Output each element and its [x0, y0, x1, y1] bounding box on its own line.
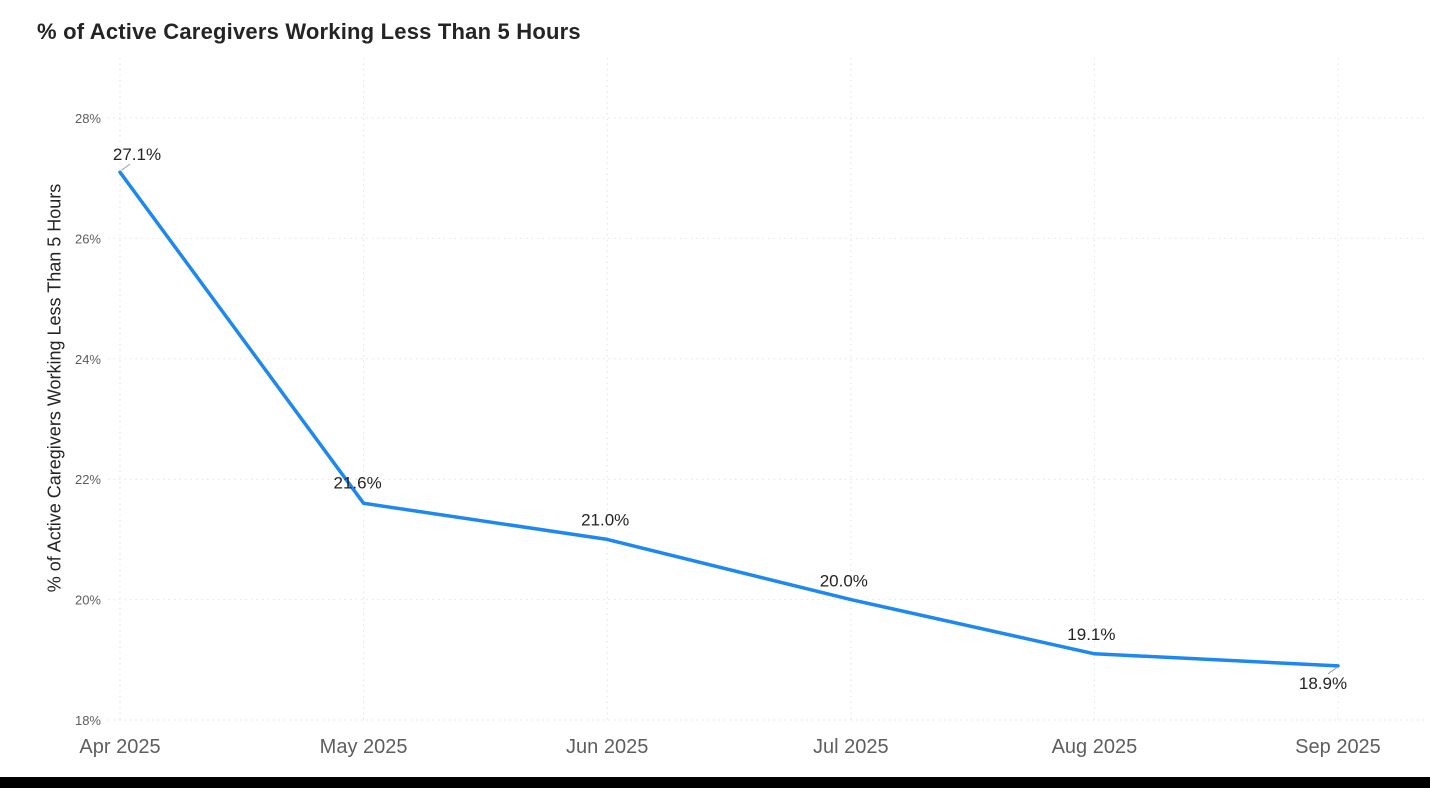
y-tick-label: 20% — [75, 593, 101, 608]
bottom-bar — [0, 777, 1430, 788]
data-label: 19.1% — [1067, 625, 1115, 644]
data-label: 20.0% — [820, 572, 868, 591]
x-tick-label: Sep 2025 — [1295, 736, 1381, 758]
y-tick-label: 26% — [75, 231, 101, 246]
label-leader-line — [121, 163, 131, 171]
y-tick-label: 28% — [75, 111, 101, 126]
y-tick-label: 24% — [75, 352, 101, 367]
label-leader-line — [1327, 667, 1337, 675]
x-tick-label: Apr 2025 — [79, 736, 160, 758]
x-tick-label: Jun 2025 — [566, 736, 648, 758]
y-tick-label: 18% — [75, 713, 101, 728]
x-tick-label: Jul 2025 — [813, 736, 889, 758]
data-label: 21.0% — [581, 510, 629, 529]
data-label: 21.6% — [333, 473, 381, 492]
x-tick-label: May 2025 — [320, 736, 408, 758]
data-label: 27.1% — [113, 145, 161, 164]
chart-title: % of Active Caregivers Working Less Than… — [37, 19, 581, 44]
series-line[interactable] — [118, 170, 1340, 668]
x-tick-label: Aug 2025 — [1052, 736, 1138, 758]
data-label: 18.9% — [1299, 674, 1347, 693]
y-tick-label: 22% — [75, 472, 101, 487]
